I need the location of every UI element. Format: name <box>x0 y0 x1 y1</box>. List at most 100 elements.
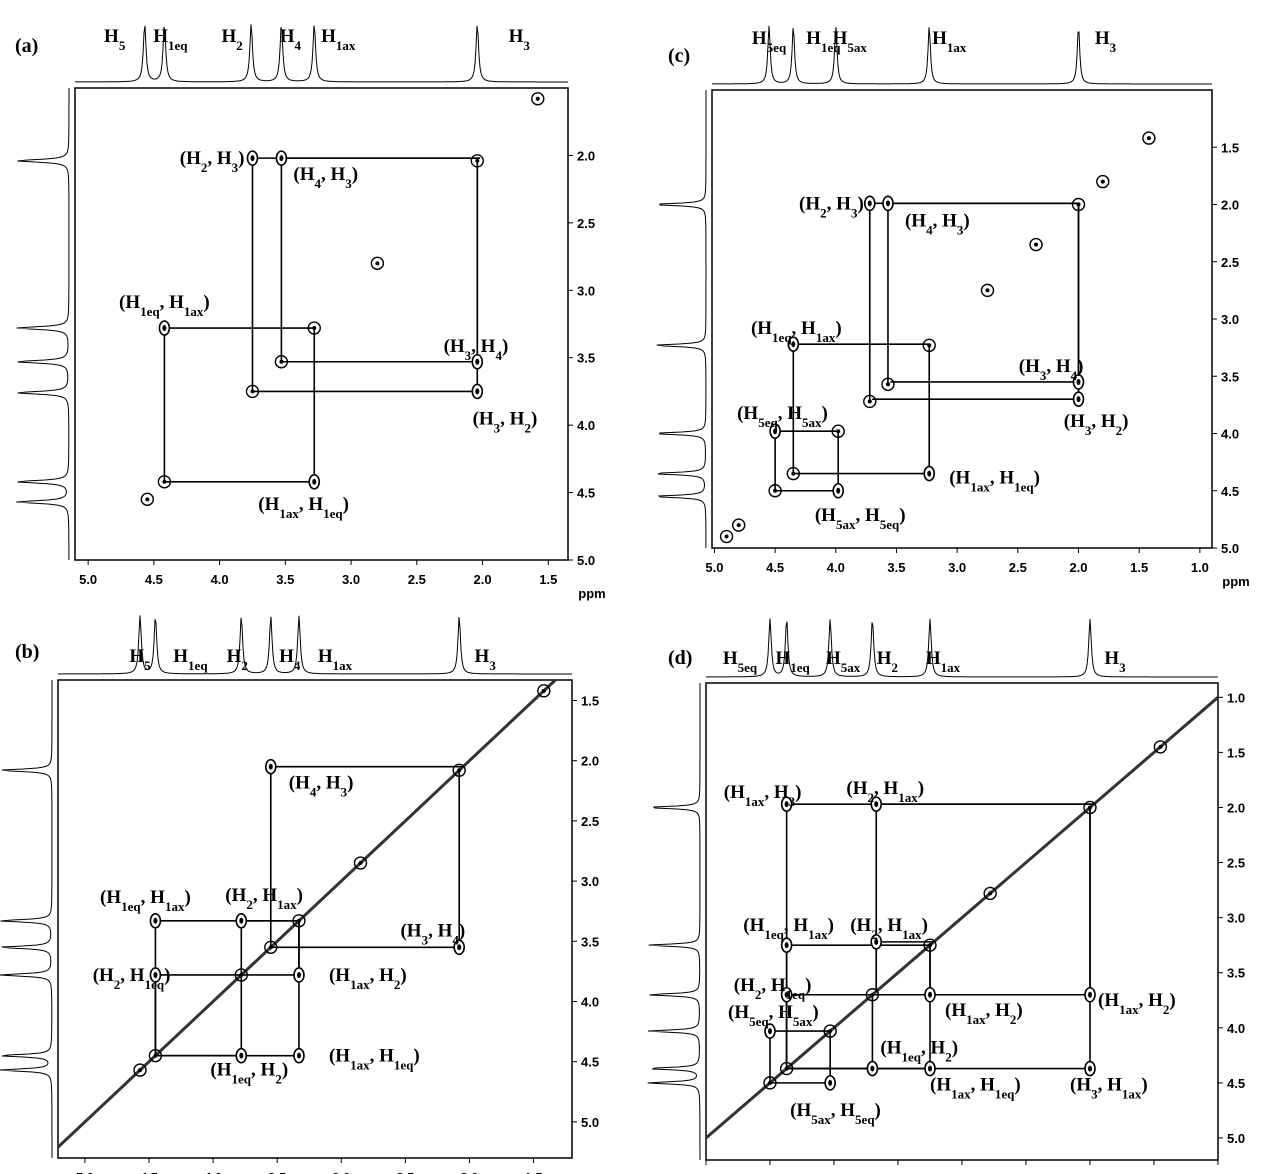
plot-frame <box>58 680 572 1158</box>
diagonal-peak-core <box>145 497 149 501</box>
cross-peak-core <box>927 471 931 477</box>
subscript: 1ax <box>336 38 356 53</box>
subscript: 1ax <box>966 1011 986 1026</box>
cross-peak-core <box>928 992 932 998</box>
subscript: 1ax <box>277 896 297 911</box>
text-part: H <box>279 646 294 667</box>
text-part: ) <box>918 778 924 799</box>
text-part: H <box>318 646 333 667</box>
text-part: (H <box>734 975 755 996</box>
subscript: 3 <box>523 38 530 53</box>
text-part: , H <box>428 920 453 941</box>
x-tick-label: 4.0 <box>211 572 229 587</box>
text-part: (H <box>949 468 970 489</box>
x-tick-label: 2.5 <box>396 1170 414 1174</box>
signal-label: H1ax <box>932 28 967 55</box>
text-part: (H <box>293 164 314 185</box>
text-part: (H <box>258 494 279 515</box>
y-tick-label: 4.5 <box>581 1055 599 1070</box>
subscript: 1ax <box>165 898 185 913</box>
peak-label: (H4, H3) <box>905 210 970 237</box>
subscript: 3 <box>1110 40 1117 55</box>
text-part: ) <box>805 975 811 996</box>
text-part: , H <box>761 975 786 996</box>
peak-label: (H4, H3) <box>289 773 354 800</box>
text-part: (H <box>880 1038 901 1059</box>
y-tick-label: 3.0 <box>577 283 595 298</box>
diagonal-peak-core <box>868 399 872 403</box>
diagonal-peak-core <box>985 288 989 292</box>
text-part: (H <box>93 965 114 986</box>
subscript: 1eq <box>121 898 141 913</box>
signal-label: H1ax <box>926 648 961 675</box>
text-part: , H <box>1139 990 1164 1011</box>
x-tick-label: 5.0 <box>705 560 723 575</box>
text-part: , H <box>1091 411 1116 432</box>
text-part: H <box>877 648 892 669</box>
y-tick-label: 3.5 <box>581 934 599 949</box>
text-part: ) <box>459 920 465 941</box>
text-part: ) <box>343 494 349 515</box>
signal-label: H2 <box>227 646 248 673</box>
text-part: (H <box>846 778 867 799</box>
text-part: H <box>752 28 767 49</box>
signal-label: H3 <box>509 26 531 53</box>
text-part: ) <box>875 1100 881 1121</box>
y-tick-label: 3.0 <box>1221 312 1239 327</box>
text-part: ) <box>1014 1075 1020 1096</box>
text-part: , H <box>141 887 166 908</box>
diagonal-peak-core <box>457 768 461 772</box>
x-tick-label: 3.5 <box>887 560 905 575</box>
peak-label: (H2, H3) <box>180 148 245 175</box>
peak-label: (H2, H1eq) <box>734 975 812 1002</box>
subscript: 1ax <box>816 330 836 345</box>
text-part: (H <box>444 336 465 357</box>
diagonal-peak-core <box>542 689 546 693</box>
diagonal-peak-core <box>250 389 254 393</box>
text-part: H <box>826 648 841 669</box>
text-part: , H <box>933 210 958 231</box>
x-tick-label: 4.5 <box>140 1170 158 1174</box>
text-part: H <box>222 26 237 47</box>
text-part: ) <box>812 1002 818 1023</box>
y-tick-label: 3.5 <box>577 351 595 366</box>
signal-label: H2 <box>222 26 243 53</box>
subscript: 1eq <box>902 1049 922 1064</box>
y-tick-label: 3.5 <box>1221 369 1239 384</box>
text-part: (H <box>790 1100 811 1121</box>
text-part: ) <box>502 336 508 357</box>
signal-label: H1eq <box>775 648 810 675</box>
y-tick-label: 3.0 <box>581 874 599 889</box>
text-part: ) <box>352 164 358 185</box>
cross-peak-core <box>279 155 283 161</box>
peak-label: (H4, H3) <box>293 164 358 191</box>
y-tick-label: 2.5 <box>581 814 599 829</box>
text-part: , H <box>784 915 809 936</box>
diagonal-peak-core <box>773 489 777 493</box>
subscript: 1ax <box>808 927 828 942</box>
peak-label: (H3, H4) <box>400 920 465 947</box>
cross-peak-core <box>768 1028 772 1034</box>
y-tick-label: 1.0 <box>1227 690 1245 705</box>
subscript: 1eq <box>140 304 160 319</box>
diagonal-peak-core <box>162 480 166 484</box>
text-part: , H <box>971 1075 996 1096</box>
text-part: ) <box>922 915 928 936</box>
text-part: H <box>1095 28 1110 49</box>
diagonal <box>706 697 1218 1138</box>
text-part: ) <box>282 1060 288 1081</box>
x-tick-label: 4.0 <box>827 560 845 575</box>
text-part: (H <box>1098 990 1119 1011</box>
diagonal-peak-core <box>1158 745 1162 749</box>
text-part: , H <box>321 164 346 185</box>
diagonal-peak-core <box>1077 203 1081 207</box>
y-tick-label: 4.5 <box>1221 484 1239 499</box>
cross-peak-core <box>297 972 301 978</box>
diagonal-peak-core <box>1088 805 1092 809</box>
text-part: , H <box>316 773 341 794</box>
text-part: (H <box>815 505 836 526</box>
text-part: , H <box>878 915 903 936</box>
text-part: , H <box>253 885 278 906</box>
peak-label: (H1ax, H1eq) <box>949 468 1040 495</box>
top-spectrum <box>712 26 1212 84</box>
